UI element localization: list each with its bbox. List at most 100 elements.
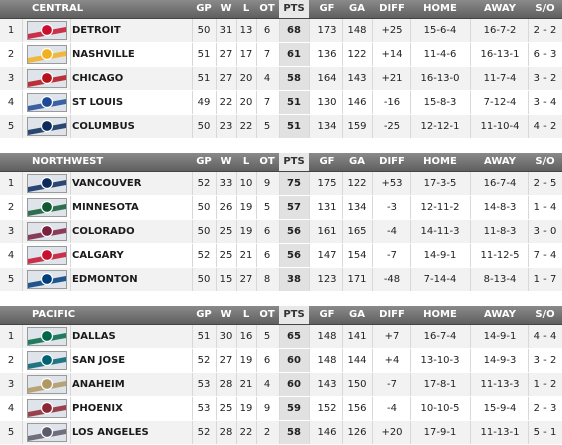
column-header-pts[interactable]: PTS — [283, 309, 305, 320]
column-header-w[interactable]: W — [220, 309, 232, 320]
detroit-logo-icon[interactable] — [27, 21, 67, 40]
team-name-link[interactable]: CALGARY — [72, 250, 124, 261]
team-name-link[interactable]: DALLAS — [72, 331, 116, 342]
los-angeles-logo-icon[interactable] — [27, 423, 67, 442]
team-name-link[interactable]: ANAHEIM — [72, 379, 125, 390]
chicago-logo-icon[interactable] — [27, 69, 67, 88]
team-name-link[interactable]: COLORADO — [72, 226, 135, 237]
column-header-home[interactable]: HOME — [423, 3, 457, 14]
column-divider — [410, 43, 411, 66]
column-header-l[interactable]: L — [242, 3, 250, 14]
team-name-link[interactable]: ST LOUIS — [72, 97, 124, 108]
column-header-ot[interactable]: OT — [259, 309, 275, 320]
column-header-ga[interactable]: GA — [349, 156, 365, 167]
phoenix-logo-icon[interactable] — [27, 399, 67, 418]
column-divider — [309, 244, 310, 267]
team-stat-diff: -48 — [383, 274, 401, 285]
column-header-so[interactable]: S/O — [535, 156, 555, 167]
pts-column-highlight — [279, 306, 309, 324]
team-stat-home: 12-11-2 — [420, 202, 460, 213]
column-divider — [256, 196, 257, 219]
st-louis-logo-icon[interactable] — [27, 93, 67, 112]
column-header-ot[interactable]: OT — [259, 3, 275, 14]
team-row[interactable]: 3 CHICAGO 51 27 20 4 58 164 143 +21 16-13-0 11-7-4 3… — [0, 67, 562, 91]
team-name-link[interactable]: NASHVILLE — [72, 49, 135, 60]
column-header-gf[interactable]: GF — [319, 309, 335, 320]
vancouver-logo-icon[interactable] — [27, 174, 67, 193]
column-header-pts[interactable]: PTS — [283, 3, 305, 14]
team-rank: 1 — [7, 331, 15, 342]
column-header-so[interactable]: S/O — [535, 309, 555, 320]
team-name-link[interactable]: COLUMBUS — [72, 121, 135, 132]
team-row[interactable]: 1 VANCOUVER 52 33 10 9 75 175 122 +53 17-3-5 16-7-4… — [0, 172, 562, 196]
colorado-logo-icon[interactable] — [27, 222, 67, 241]
column-header-gf[interactable]: GF — [319, 3, 335, 14]
team-stat-so: 2 - 2 — [533, 25, 557, 36]
team-row[interactable]: 2 NASHVILLE 51 27 17 7 61 136 122 +14 11-4-6 16-13-… — [0, 43, 562, 67]
column-header-diff[interactable]: DIFF — [379, 3, 405, 14]
nashville-logo-icon[interactable] — [27, 45, 67, 64]
column-header-diff[interactable]: DIFF — [379, 309, 405, 320]
team-stat-ot: 6 — [263, 250, 271, 261]
calgary-logo-icon[interactable] — [27, 246, 67, 265]
minnesota-logo-icon[interactable] — [27, 198, 67, 217]
edmonton-logo-icon[interactable] — [27, 270, 67, 289]
column-header-pts[interactable]: PTS — [283, 156, 305, 167]
team-row[interactable]: 4 ST LOUIS 49 22 20 7 51 130 146 -16 15-8-3 7-12-4 3… — [0, 91, 562, 115]
team-name-link[interactable]: DETROIT — [72, 25, 121, 36]
pts-column-highlight — [279, 172, 309, 195]
team-name-link[interactable]: CHICAGO — [72, 73, 124, 84]
team-name-link[interactable]: LOS ANGELES — [72, 427, 149, 438]
team-stat-away: 11-12-5 — [480, 250, 520, 261]
column-header-gp[interactable]: GP — [196, 3, 212, 14]
team-name-link[interactable]: EDMONTON — [72, 274, 138, 285]
column-header-gp[interactable]: GP — [196, 309, 212, 320]
dallas-logo-icon[interactable] — [27, 327, 67, 346]
team-row[interactable]: 3 COLORADO 50 25 19 6 56 161 165 -4 14-11-3 11-8-3 3… — [0, 220, 562, 244]
column-header-w[interactable]: W — [220, 3, 232, 14]
team-row[interactable]: 3 ANAHEIM 53 28 21 4 60 143 150 -7 17-8-1 11-13-3 1 … — [0, 373, 562, 397]
column-header-so[interactable]: S/O — [535, 3, 555, 14]
column-divider — [309, 172, 310, 195]
column-header-diff[interactable]: DIFF — [379, 156, 405, 167]
column-divider — [236, 172, 237, 195]
division-name: PACIFIC — [32, 309, 76, 320]
column-divider — [372, 115, 373, 138]
team-row[interactable]: 5 COLUMBUS 50 23 22 5 51 134 159 -25 12-12-1 11-10-… — [0, 115, 562, 139]
column-header-gf[interactable]: GF — [319, 156, 335, 167]
team-row[interactable]: 5 EDMONTON 50 15 27 8 38 123 171 -48 7-14-4 8-13-4 1… — [0, 268, 562, 292]
team-row[interactable]: 4 PHOENIX 53 25 19 9 59 152 156 -4 10-10-5 15-9-4 2 … — [0, 397, 562, 421]
anaheim-logo-icon[interactable] — [27, 375, 67, 394]
team-stat-diff: +20 — [381, 427, 403, 438]
column-header-away[interactable]: AWAY — [484, 156, 516, 167]
column-header-away[interactable]: AWAY — [484, 3, 516, 14]
team-name-link[interactable]: VANCOUVER — [72, 178, 142, 189]
team-row[interactable]: 2 MINNESOTA 50 26 19 5 57 131 134 -3 12-11-2 14-8-3… — [0, 196, 562, 220]
column-divider — [70, 397, 71, 420]
team-name-link[interactable]: PHOENIX — [72, 403, 123, 414]
column-header-gp[interactable]: GP — [196, 156, 212, 167]
column-divider — [279, 268, 280, 291]
column-header-away[interactable]: AWAY — [484, 309, 516, 320]
team-row[interactable]: 2 SAN JOSE 52 27 19 6 60 148 144 +4 13-10-3 14-9-3 3… — [0, 349, 562, 373]
column-header-home[interactable]: HOME — [423, 156, 457, 167]
team-row[interactable]: 5 LOS ANGELES 52 28 22 2 58 146 126 +20 17-9-1 11-1… — [0, 421, 562, 445]
column-header-ot[interactable]: OT — [259, 156, 275, 167]
team-row[interactable]: 4 CALGARY 52 25 21 6 56 147 154 -7 14-9-1 11-12-5 7 … — [0, 244, 562, 268]
column-header-ga[interactable]: GA — [349, 309, 365, 320]
team-stat-pts: 56 — [287, 250, 301, 261]
column-header-w[interactable]: W — [220, 156, 232, 167]
team-name-link[interactable]: MINNESOTA — [72, 202, 139, 213]
team-name-link[interactable]: SAN JOSE — [72, 355, 126, 366]
team-stat-home: 17-8-1 — [423, 379, 457, 390]
column-header-l[interactable]: L — [242, 156, 250, 167]
division-name: NORTHWEST — [32, 156, 104, 167]
team-row[interactable]: 1 DETROIT 50 31 13 6 68 173 148 +25 15-6-4 16-7-2 2 … — [0, 19, 562, 43]
team-stat-gf: 131 — [317, 202, 337, 213]
columbus-logo-icon[interactable] — [27, 117, 67, 136]
column-header-home[interactable]: HOME — [423, 309, 457, 320]
column-header-ga[interactable]: GA — [349, 3, 365, 14]
san-jose-logo-icon[interactable] — [27, 351, 67, 370]
team-row[interactable]: 1 DALLAS 51 30 16 5 65 148 141 +7 16-7-4 14-9-1 4 - … — [0, 325, 562, 349]
column-header-l[interactable]: L — [242, 309, 250, 320]
